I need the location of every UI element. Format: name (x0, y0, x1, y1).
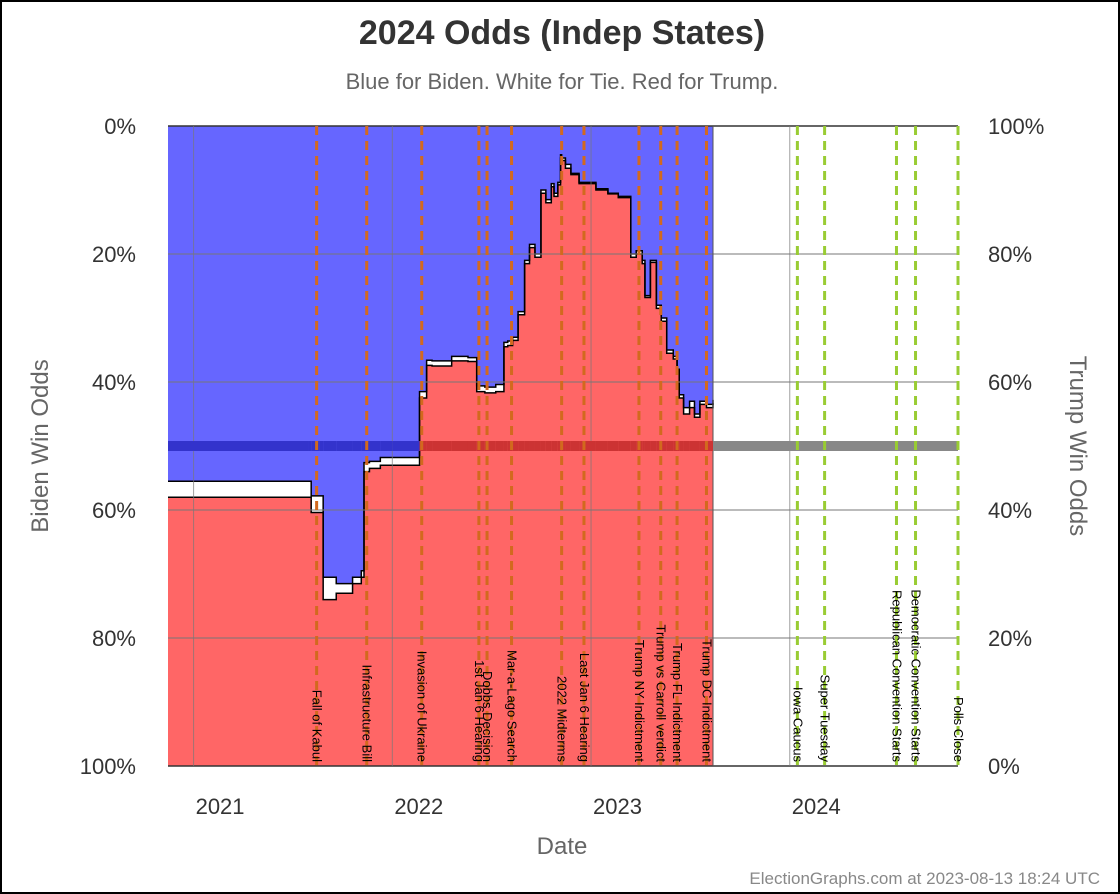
midline-past-segment (495, 441, 504, 451)
trump-area (168, 158, 713, 766)
chart-title: 2024 Odds (Indep States) (359, 14, 765, 52)
future-event-label: Super Tuesday (818, 675, 833, 763)
midline-past-segment (540, 441, 546, 451)
midline-past-segment (683, 441, 690, 451)
y-right-tick-label: 0% (988, 754, 1020, 779)
x-tick-label: 2022 (394, 794, 443, 819)
y-right-tick-label: 100% (988, 114, 1044, 139)
y-left-tick-label: 80% (92, 626, 136, 651)
midline-past-segment (451, 441, 468, 451)
past-event-label: Fall of Kabul (310, 690, 325, 762)
midline-past-segment (679, 441, 684, 451)
future-event-label: Democratic Convention Starts (909, 589, 924, 762)
midline-past-segment (392, 441, 420, 451)
midline-past-segment (706, 441, 713, 451)
past-event-label: Invasion of Ukraine (415, 651, 430, 762)
past-event-label: Infrastructure Bill (360, 664, 375, 762)
midline-past-segment (467, 441, 477, 451)
midline-past-segment (630, 441, 637, 451)
midline-past-segment (607, 441, 619, 451)
midline-past-segment (484, 441, 496, 451)
midline-past-segment (595, 441, 608, 451)
midline-past-segment (656, 441, 662, 451)
midline-past-segment (426, 441, 433, 451)
future-event-label: Iowa Caucus (790, 687, 805, 763)
y-axis-left-title: Biden Win Odds (27, 359, 54, 532)
midline-past-segment (168, 441, 309, 451)
y-left-tick-label: 60% (92, 498, 136, 523)
past-event-label: Mar-a-Lago Search (505, 650, 520, 762)
past-event-label: Trump DC Indictment (700, 639, 715, 762)
midline-past-segment (380, 441, 393, 451)
midline-past-segment (512, 441, 519, 451)
past-event-label: Trump vs Carroll verdict (654, 625, 669, 763)
midline-past-segment (432, 441, 452, 451)
midline-past-segment (369, 441, 381, 451)
y-left-tick-label: 40% (92, 370, 136, 395)
y-axis-right-title: Trump Win Odds (1064, 356, 1091, 536)
x-tick-label: 2021 (196, 794, 245, 819)
biden-area (168, 126, 713, 584)
midline-past-segment (554, 441, 558, 451)
midline-past-segment (323, 441, 337, 451)
midline-future (712, 441, 958, 451)
trump-boundary-line (168, 157, 714, 601)
y-right-tick-label: 20% (988, 626, 1032, 651)
midline-past-segment (579, 441, 596, 451)
future-event-label: Polls Close (951, 697, 966, 762)
grid-lines (168, 125, 958, 767)
midline-past-segment (308, 441, 312, 451)
midline-past-segment (644, 441, 651, 451)
past-event-label: Dobbs Decision (480, 671, 495, 762)
midline-past-segment (565, 441, 571, 451)
past-event-label: Trump FL Indictment (670, 643, 685, 762)
y-right-tick-label: 60% (988, 370, 1032, 395)
midline-past-segment (561, 441, 566, 451)
midline-past-segment (618, 441, 631, 451)
y-left-tick-label: 20% (92, 242, 136, 267)
past-event-label: 1st Jan 6 Hearing (472, 660, 487, 762)
midline-past-segment (503, 441, 508, 451)
x-tick-label: 2024 (792, 794, 841, 819)
midline-past-segment (694, 441, 700, 451)
midline-past-segment (699, 441, 707, 451)
chart-subtitle: Blue for Biden. White for Tie. Red for T… (346, 69, 779, 94)
y-left-tick-label: 100% (80, 754, 136, 779)
x-axis-title: Date (537, 833, 588, 860)
midline-past-segment (650, 441, 657, 451)
event-markers: Fall of Kabul Infrastructure Bill Invasion… (310, 126, 966, 766)
midline-past-segment (361, 441, 365, 451)
midline-past-segment (534, 441, 541, 451)
past-event-label: Trump NY Indictment (632, 640, 647, 762)
midline-past-segment (518, 441, 525, 451)
midline-past-segment (319, 441, 324, 451)
x-tick-label: 2023 (593, 794, 642, 819)
credit-line: ElectionGraphs.com at 2023-08-13 18:24 U… (749, 869, 1100, 888)
midline-past-segment (476, 441, 485, 451)
past-event-label: 2022 Midterms (555, 676, 570, 762)
y-left-tick-label: 0% (104, 114, 136, 139)
past-event-label: Last Jan 6 Hearing (577, 653, 592, 762)
future-event-label: Republican Convention Starts (890, 590, 905, 762)
y-right-tick-label: 40% (988, 498, 1032, 523)
midline-past-segment (524, 441, 530, 451)
midline-past-segment (545, 441, 552, 451)
midline-past-segment (352, 441, 362, 451)
midline-past-segment (551, 441, 555, 451)
midline-past-segment (336, 441, 353, 451)
midline-past-segment (529, 441, 535, 451)
midline-past-segment (570, 441, 580, 451)
y-right-tick-label: 80% (988, 242, 1032, 267)
axes: 0% 20% 40% 60% 80% 100% 100% 80% 60% 40% 20% 0% 2021… (80, 114, 1045, 819)
midline-past-segment (666, 441, 674, 451)
midline-past-segment (557, 441, 561, 451)
midline-past-segment (689, 441, 695, 451)
midline-past-segment (642, 441, 645, 451)
midline-past-segment (661, 441, 667, 451)
midline-past-segment (673, 441, 678, 451)
